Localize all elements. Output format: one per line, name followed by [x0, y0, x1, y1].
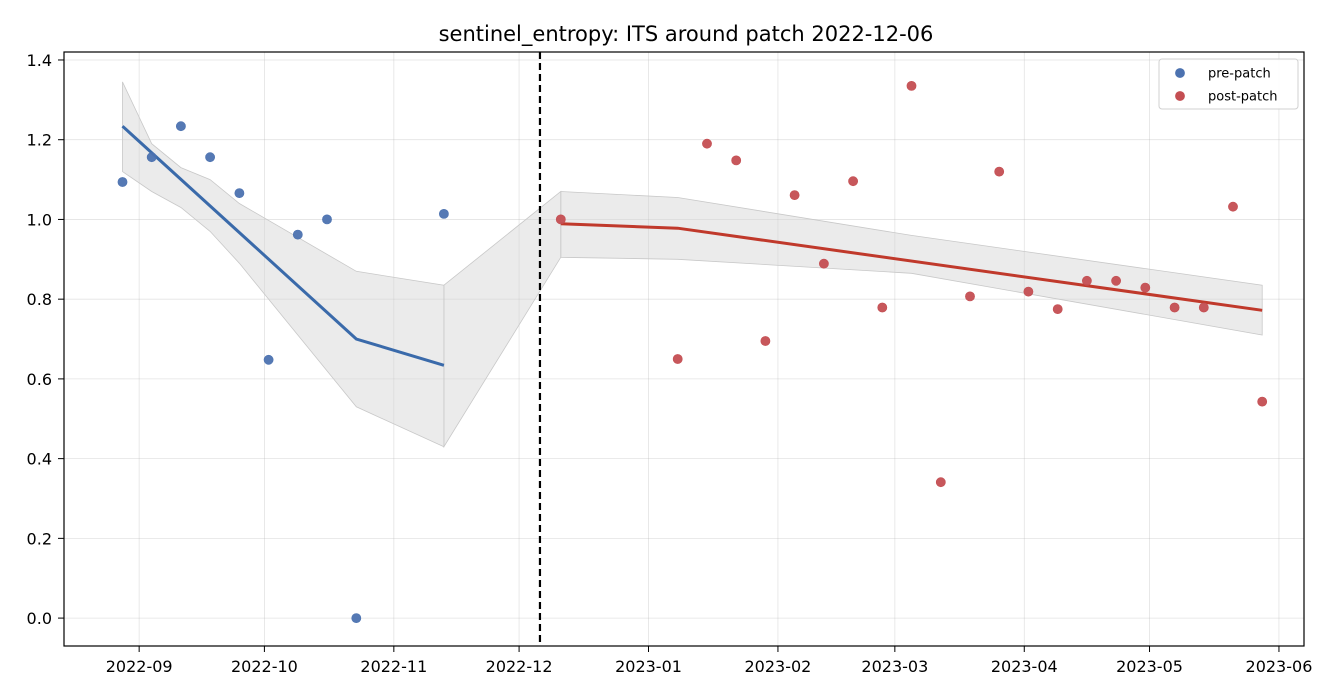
y-tick-label: 0.0	[27, 609, 52, 628]
data-point	[1052, 304, 1063, 314]
data-point	[760, 336, 771, 346]
data-point	[1023, 286, 1034, 297]
legend-label: pre-patch	[1208, 67, 1271, 82]
data-point	[351, 613, 362, 623]
x-tick-label: 2023-05	[1116, 657, 1183, 676]
data-point	[906, 81, 917, 91]
legend-marker	[1175, 68, 1185, 78]
y-tick-label: 1.2	[27, 131, 52, 150]
chart-title: sentinel_entropy: ITS around patch 2022-…	[439, 22, 934, 47]
x-tick-label: 2023-02	[745, 657, 812, 676]
confidence-bands	[122, 81, 1263, 449]
data-point	[292, 229, 303, 240]
x-tick-label: 2023-06	[1246, 657, 1313, 676]
fit-line	[560, 222, 1263, 312]
legend-box	[1158, 58, 1299, 110]
data-point	[1228, 201, 1238, 212]
data-point	[1082, 275, 1092, 286]
data-point	[438, 208, 449, 219]
data-point	[965, 291, 975, 302]
data-point	[234, 188, 245, 198]
data-point	[819, 258, 829, 269]
data-point	[789, 190, 800, 200]
y-tick-label: 0.4	[27, 450, 52, 469]
x-tick-label: 2023-01	[615, 657, 682, 676]
axes: 2022-09 2022-10 2022-11 2022-12 2023-01 2023-…	[27, 51, 1313, 676]
legend-label: post-patch	[1208, 90, 1277, 105]
y-tick-label: 0.2	[27, 529, 52, 548]
confidence-band-gap	[443, 190, 562, 449]
data-point	[935, 477, 946, 488]
x-tick-label: 2022-11	[360, 657, 427, 676]
x-tick-label: 2022-09	[106, 657, 173, 676]
fit-line	[121, 125, 445, 367]
data-point	[994, 166, 1005, 177]
data-point	[1257, 396, 1268, 407]
data-point	[322, 214, 332, 225]
x-tick-label: 2023-04	[991, 657, 1058, 676]
data-point	[1169, 302, 1180, 313]
data-point	[848, 176, 858, 187]
y-tick-label: 1.4	[27, 51, 52, 70]
y-tick-label: 0.6	[27, 370, 52, 389]
data-point	[731, 155, 742, 166]
legend: pre-patch post-patch	[1158, 58, 1299, 110]
legend-marker	[1175, 91, 1185, 101]
data-point	[555, 214, 566, 225]
fit-lines	[121, 125, 1263, 367]
data-point	[1111, 275, 1121, 286]
data-point	[1140, 282, 1151, 293]
x-tick-label: 2022-12	[486, 657, 553, 676]
confidence-band	[560, 191, 1263, 336]
x-tick-label: 2023-03	[861, 657, 928, 676]
data-point	[146, 152, 157, 163]
data-point	[205, 152, 215, 163]
data-point	[117, 177, 128, 187]
data-points	[117, 81, 1268, 623]
grid	[64, 52, 1304, 646]
plot-frame	[63, 51, 1305, 647]
data-point	[702, 138, 712, 149]
data-point	[877, 302, 888, 313]
data-point	[175, 121, 186, 132]
data-point	[672, 354, 683, 364]
y-tick-label: 0.8	[27, 290, 52, 309]
y-tick-label: 1.0	[27, 210, 52, 229]
data-point	[1198, 302, 1209, 313]
x-tick-label: 2022-10	[231, 657, 298, 676]
data-point	[263, 354, 274, 365]
